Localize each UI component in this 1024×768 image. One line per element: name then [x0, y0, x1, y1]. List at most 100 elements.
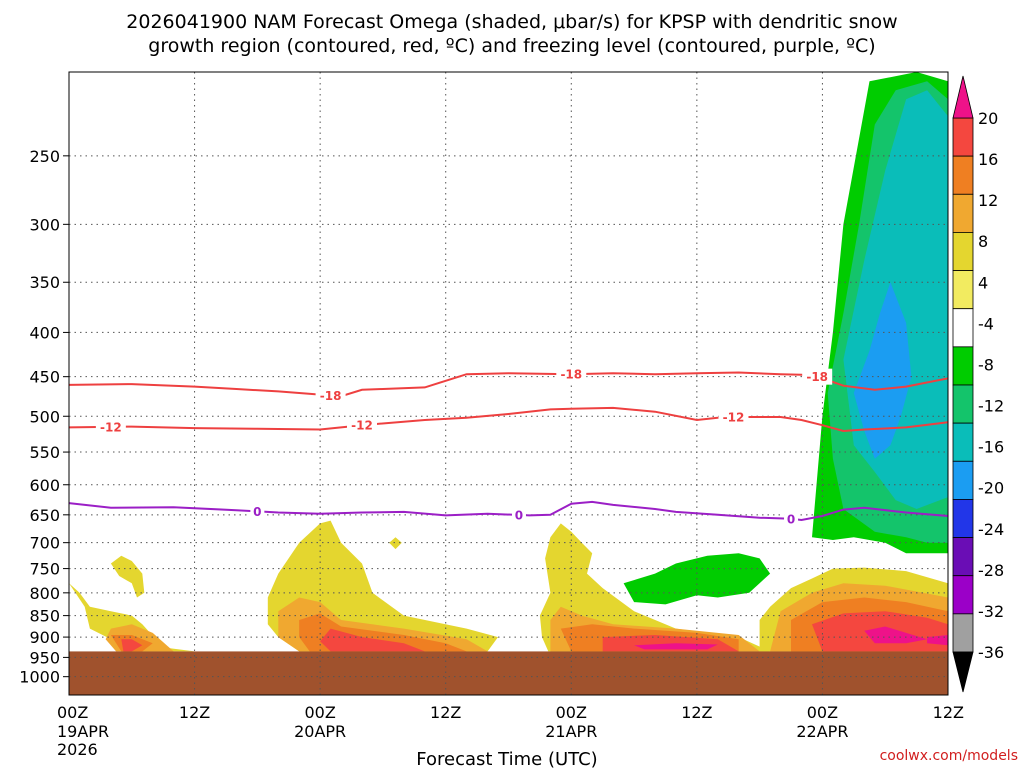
y-tick-label-800: 800 — [29, 584, 60, 603]
temperature-contours: -18 -18 -18 -12 -12 -12 0 0 0 — [69, 366, 948, 527]
x-axis-label: Forecast Time (UTC) — [416, 749, 597, 768]
x-tick-label-0: 00Z — [57, 703, 88, 722]
omega-region-1 — [110, 555, 145, 598]
colorbar-bin-3 — [952, 193, 974, 233]
x-tick-label-5: 12Z — [681, 703, 712, 722]
contour-label-bg-2-0 — [250, 503, 265, 520]
contour-label-bg-2-2 — [784, 510, 799, 527]
contour-label-1-0: -12 — [100, 420, 122, 434]
omega-region-0 — [69, 583, 195, 652]
colorbar-bin-1 — [952, 117, 974, 157]
y-tick-label-850: 850 — [29, 607, 60, 626]
colorbar-label-3: 8 — [978, 232, 988, 251]
plot-area — [68, 72, 949, 695]
chart-title: 2026041900 NAM Forecast Omega (shaded, μ… — [126, 11, 897, 57]
contour-label-bg-1-2 — [718, 409, 749, 426]
y-tick-label-450: 450 — [29, 368, 60, 387]
colorbar-label-10: -24 — [978, 520, 1004, 539]
y-tick-label-1000: 1000 — [19, 668, 60, 687]
y-tick-label-950: 950 — [29, 648, 60, 667]
colorbar-bin-12 — [952, 537, 974, 577]
colorbar-label-0: 20 — [978, 109, 998, 128]
colorbar-label-13: -36 — [978, 643, 1004, 662]
colorbar-bin-13 — [952, 575, 974, 615]
contour-label-bg-0-0 — [315, 387, 346, 404]
omega-region-20 — [927, 635, 948, 646]
contour-label-bg-0-1 — [556, 366, 587, 383]
omega-colorbar: 20 16 12 8 4 -4 -8 -12 -16 -20 -24 -28 -32 -36 — [952, 75, 1004, 693]
y-tick-label-900: 900 — [29, 628, 60, 647]
colorbar-bin-14 — [952, 613, 974, 653]
contour-line-1 — [69, 406, 948, 433]
omega-region-25 — [853, 282, 912, 459]
colorbar-bin-2 — [952, 155, 974, 195]
x-tick-label-4: 00Z — [556, 703, 587, 722]
credit-text: coolwx.com/models — [880, 748, 1018, 764]
title-line-2: growth region (contoured, red, ºC) and f… — [148, 35, 875, 57]
omega-region-14 — [121, 639, 143, 652]
colorbar-bin-6 — [952, 308, 974, 348]
colorbar-label-12: -32 — [978, 602, 1004, 621]
colorbar-label-11: -28 — [978, 561, 1004, 580]
contour-label-1-2: -12 — [723, 411, 745, 425]
colorbar-label-6: -8 — [978, 355, 994, 374]
plot-frame — [68, 71, 949, 696]
y-tick-label-300: 300 — [29, 215, 60, 234]
colorbar-label-4: 4 — [978, 273, 988, 292]
y-tick-label-250: 250 — [29, 147, 60, 166]
contour-label-0-1: -18 — [560, 368, 582, 382]
omega-region-19 — [864, 626, 928, 644]
y-tick-label-600: 600 — [29, 476, 60, 495]
colorbar-label-8: -16 — [978, 438, 1004, 457]
colorbar-label-2: 12 — [978, 191, 998, 210]
colorbar-top-arrow — [952, 75, 974, 119]
contour-label-bg-2-1 — [511, 506, 526, 523]
y-tick-label-700: 700 — [29, 534, 60, 553]
contour-label-0-2: -18 — [806, 370, 828, 384]
colorbar-bottom-arrow — [952, 651, 974, 693]
omega-region-4 — [539, 523, 771, 652]
y-tick-label-350: 350 — [29, 273, 60, 292]
y-tick-label-400: 400 — [29, 323, 60, 342]
axes: 250 300 350 400 450 500 550 600 650 700 750 800 850 9… — [19, 71, 964, 759]
colorbar-label-9: -20 — [978, 479, 1004, 498]
colorbar-bin-5 — [952, 270, 974, 310]
title-line-1: 2026041900 NAM Forecast Omega (shaded, μ… — [126, 11, 897, 33]
x-tick-date-6: 22APR — [796, 722, 848, 741]
contour-label-1-1: -12 — [351, 419, 373, 433]
contour-label-bg-0-2 — [802, 368, 833, 385]
x-tick-date-2: 20APR — [294, 722, 346, 741]
colorbar-label-7: -12 — [978, 397, 1004, 416]
contour-label-2-2: 0 — [787, 512, 795, 526]
colorbar-bin-9 — [952, 422, 974, 462]
contour-label-0-0: -18 — [320, 389, 342, 403]
colorbar-bin-4 — [952, 232, 974, 271]
colorbar-bin-10 — [952, 460, 974, 500]
contour-label-bg-1-1 — [347, 417, 377, 434]
contour-label-2-0: 0 — [253, 505, 261, 519]
omega-shading — [69, 72, 948, 652]
contour-line-2 — [69, 500, 948, 522]
omega-region-15 — [320, 628, 425, 652]
colorbar-bin-8 — [952, 384, 974, 424]
y-tick-label-550: 550 — [29, 443, 60, 462]
x-tick-label-1: 12Z — [179, 703, 210, 722]
x-tick-year-0: 2026 — [57, 740, 98, 759]
y-tick-label-750: 750 — [29, 560, 60, 579]
colorbar-bin-7 — [952, 346, 974, 386]
colorbar-label-1: 16 — [978, 150, 998, 169]
colorbar-bin-11 — [952, 499, 974, 538]
y-tick-label-500: 500 — [29, 407, 60, 426]
x-tick-label-3: 12Z — [430, 703, 461, 722]
omega-region-3 — [389, 537, 402, 550]
x-tick-date-4: 21APR — [545, 722, 597, 741]
x-tick-label-6: 00Z — [807, 703, 838, 722]
underground-terrain — [69, 651, 948, 695]
colorbar-label-5: -4 — [978, 314, 994, 333]
x-tick-date-0: 19APR — [57, 722, 109, 741]
contour-label-bg-1-0 — [95, 418, 126, 435]
x-tick-label-7: 12Z — [933, 703, 964, 722]
y-tick-label-650: 650 — [29, 506, 60, 525]
contour-label-2-1: 0 — [515, 508, 523, 522]
